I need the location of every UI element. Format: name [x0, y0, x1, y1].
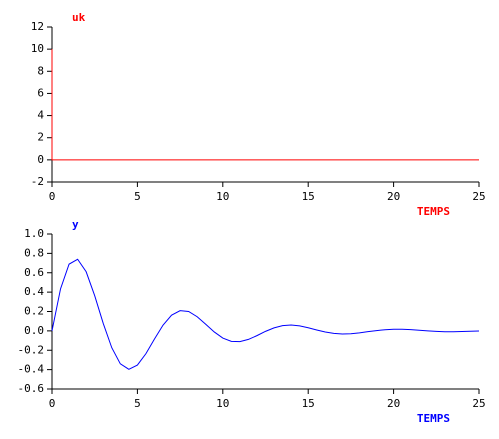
x-tick-label: 0	[49, 190, 56, 203]
axis-title: y	[72, 218, 79, 231]
x-tick-label: 20	[387, 190, 400, 203]
y-tick-label: 0	[37, 153, 44, 166]
y-tick-label: 0.4	[24, 285, 44, 298]
y-tick-label: -0.2	[18, 343, 45, 356]
x-tick-label: 0	[49, 397, 56, 410]
y-tick-label: -0.6	[18, 382, 45, 395]
y-tick-label: 10	[31, 42, 44, 55]
y-tick-label: 1.0	[24, 227, 44, 240]
y-tick-label: 0.2	[24, 305, 44, 318]
x-tick-label: 20	[387, 397, 400, 410]
data-line	[51, 49, 479, 161]
x-tick-label: 10	[216, 397, 229, 410]
y-tick-label: 6	[37, 86, 44, 99]
x-tick-label: 25	[472, 397, 485, 410]
axis-title: uk	[72, 11, 86, 24]
x-tick-label: 15	[302, 397, 315, 410]
y-tick-label: 0.0	[24, 324, 44, 337]
x-axis-label: TEMPS	[417, 412, 450, 425]
x-tick-label: 5	[134, 397, 141, 410]
x-axis-label: TEMPS	[417, 205, 450, 218]
x-tick-label: 10	[216, 190, 229, 203]
y-tick-label: 4	[37, 109, 44, 122]
data-line	[51, 258, 480, 370]
y-tick-label: -0.4	[18, 363, 45, 376]
x-tick-label: 25	[472, 190, 485, 203]
y-tick-label: 2	[37, 131, 44, 144]
y-tick-label: 12	[31, 20, 44, 33]
y-tick-label: 8	[37, 64, 44, 77]
x-tick-label: 5	[134, 190, 141, 203]
y-tick-label: -2	[31, 175, 44, 188]
x-tick-label: 15	[302, 190, 315, 203]
y-tick-label: 0.8	[24, 246, 44, 259]
y-tick-label: 0.6	[24, 266, 44, 279]
